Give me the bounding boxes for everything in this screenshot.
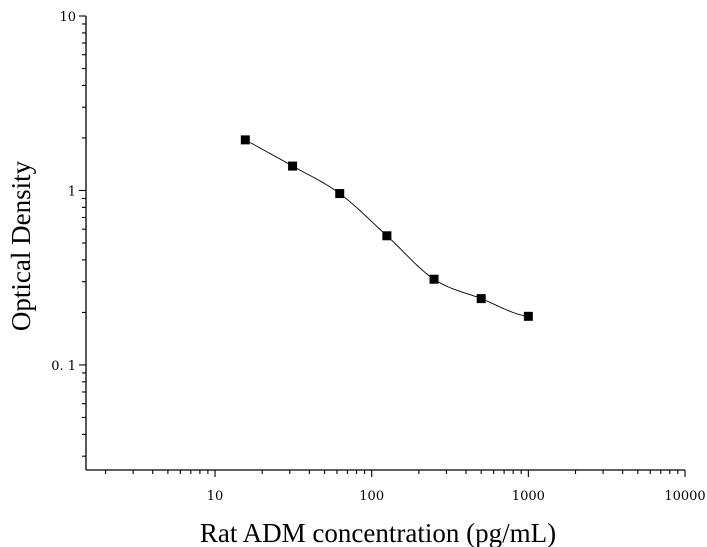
y-tick-label: 0. 1 bbox=[51, 359, 76, 374]
x-tick-label: 10000 bbox=[664, 489, 705, 504]
x-axis-title: Rat ADM concentration (pg/mL) bbox=[200, 518, 556, 547]
y-tick-label: 1 bbox=[68, 184, 76, 199]
y-tick-label: 10 bbox=[59, 10, 76, 25]
data-point bbox=[523, 311, 533, 321]
fit-curve bbox=[245, 139, 529, 317]
data-point bbox=[476, 294, 486, 304]
data-point bbox=[429, 274, 439, 284]
data-point bbox=[240, 135, 250, 145]
axes bbox=[85, 16, 685, 471]
y-axis-ticks: 0. 1 1 10 bbox=[51, 10, 86, 457]
x-tick-label: 1000 bbox=[512, 489, 545, 504]
data-points bbox=[240, 135, 533, 321]
x-tick-label: 10 bbox=[207, 489, 224, 504]
data-point bbox=[382, 231, 392, 241]
x-axis-ticks: 10 100 1000 10000 bbox=[105, 470, 706, 504]
y-axis-title: Optical Density bbox=[6, 160, 36, 331]
data-point bbox=[288, 161, 298, 171]
x-tick-label: 100 bbox=[359, 489, 384, 504]
data-point bbox=[335, 189, 345, 199]
